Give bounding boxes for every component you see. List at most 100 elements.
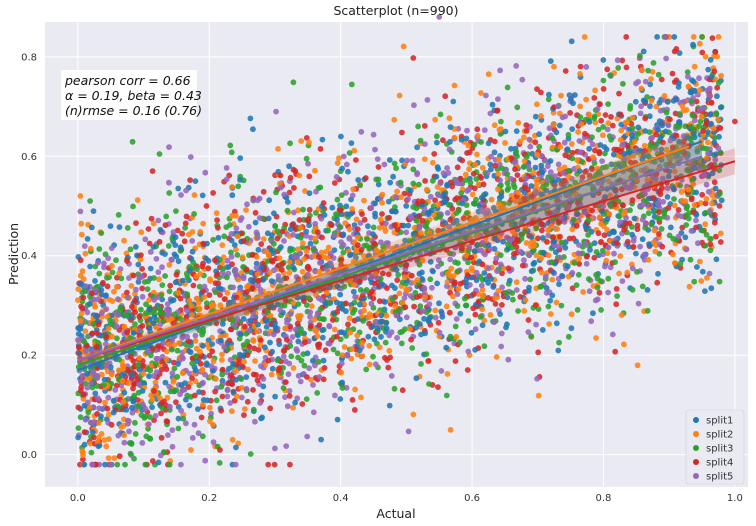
data-point-split2 [514, 210, 520, 216]
data-point-split3 [673, 123, 680, 130]
data-point-split1 [175, 258, 182, 265]
data-point-split1 [707, 56, 714, 63]
data-point-split1 [664, 194, 671, 200]
data-point-split5 [184, 333, 191, 340]
data-point-split5 [223, 165, 230, 171]
data-point-split1 [556, 122, 563, 129]
data-point-split4 [280, 347, 287, 354]
data-point-split5 [551, 209, 558, 216]
data-point-split1 [357, 301, 363, 308]
data-point-split4 [653, 131, 660, 138]
data-point-split5 [195, 430, 202, 437]
data-point-split4 [699, 191, 706, 198]
data-point-split4 [158, 434, 165, 441]
data-point-split3 [228, 149, 235, 156]
data-point-split4 [294, 320, 301, 327]
data-point-split1 [95, 443, 102, 450]
data-point-split3 [280, 385, 287, 391]
data-point-split3 [467, 179, 474, 186]
data-point-split1 [383, 320, 390, 326]
data-point-split5 [427, 193, 434, 200]
data-point-split1 [187, 349, 194, 356]
data-point-split5 [179, 335, 186, 341]
data-point-split5 [75, 337, 81, 343]
data-point-split3 [545, 96, 552, 103]
data-point-split2 [346, 315, 353, 322]
data-point-split5 [230, 284, 237, 291]
data-point-split2 [638, 85, 645, 92]
data-point-split2 [176, 340, 182, 346]
data-point-split5 [599, 158, 605, 165]
data-point-split4 [624, 238, 631, 245]
data-point-split4 [538, 89, 544, 96]
data-point-split1 [500, 238, 506, 245]
data-point-split2 [626, 154, 632, 160]
data-point-split4 [711, 212, 718, 218]
data-point-split1 [487, 161, 494, 168]
data-point-split4 [209, 348, 216, 355]
data-point-split1 [712, 185, 719, 192]
data-point-split1 [365, 333, 372, 340]
data-point-split2 [245, 366, 251, 373]
data-point-split4 [286, 189, 293, 196]
data-point-split5 [201, 283, 208, 290]
data-point-split5 [675, 233, 682, 240]
data-point-split1 [568, 325, 575, 332]
data-point-split3 [574, 307, 581, 313]
data-point-split4 [205, 265, 212, 272]
data-point-split5 [325, 340, 332, 347]
data-point-split3 [203, 300, 210, 306]
data-point-split4 [177, 295, 184, 302]
data-point-split2 [690, 34, 697, 40]
data-point-split3 [348, 81, 355, 88]
data-point-split5 [187, 154, 194, 160]
data-point-split4 [113, 382, 120, 389]
data-point-split4 [132, 309, 139, 316]
data-point-split2 [634, 362, 641, 369]
data-point-split2 [521, 134, 527, 141]
data-point-split5 [286, 388, 293, 394]
data-point-split4 [459, 157, 466, 164]
y-axis-label: Prediction [6, 223, 21, 285]
data-point-split5 [85, 399, 91, 406]
data-point-split4 [621, 227, 627, 233]
data-point-split3 [325, 227, 331, 234]
data-point-split1 [370, 231, 376, 238]
data-point-split4 [688, 195, 695, 201]
data-point-split1 [107, 223, 114, 230]
data-point-split2 [400, 43, 407, 50]
data-point-split5 [125, 420, 131, 427]
data-point-split2 [391, 116, 398, 123]
data-point-split5 [372, 318, 379, 325]
data-point-split1 [572, 92, 578, 98]
data-point-split2 [550, 121, 557, 128]
data-point-split3 [454, 268, 461, 275]
data-point-split2 [410, 411, 417, 418]
data-point-split1 [658, 146, 665, 153]
data-point-split1 [471, 248, 478, 255]
data-point-split3 [124, 225, 131, 231]
data-point-split4 [203, 203, 210, 209]
data-point-split3 [153, 361, 159, 367]
data-point-split2 [354, 234, 361, 241]
data-point-split2 [351, 281, 357, 288]
data-point-split2 [715, 116, 722, 123]
data-point-split4 [479, 261, 486, 268]
data-point-split1 [378, 333, 384, 340]
data-point-split4 [399, 387, 406, 394]
data-point-split2 [702, 221, 709, 228]
data-point-split2 [99, 371, 105, 378]
data-point-split1 [659, 122, 666, 129]
data-point-split5 [136, 381, 143, 388]
data-point-split3 [716, 278, 723, 285]
data-point-split2 [252, 358, 258, 364]
data-point-split3 [129, 138, 136, 145]
data-point-split5 [478, 247, 485, 254]
data-point-split2 [652, 248, 659, 255]
data-point-split5 [623, 215, 629, 221]
data-point-split2 [495, 186, 501, 193]
data-point-split3 [645, 210, 652, 217]
data-point-split1 [427, 258, 434, 265]
data-point-split3 [715, 79, 722, 86]
data-point-split5 [103, 306, 110, 312]
